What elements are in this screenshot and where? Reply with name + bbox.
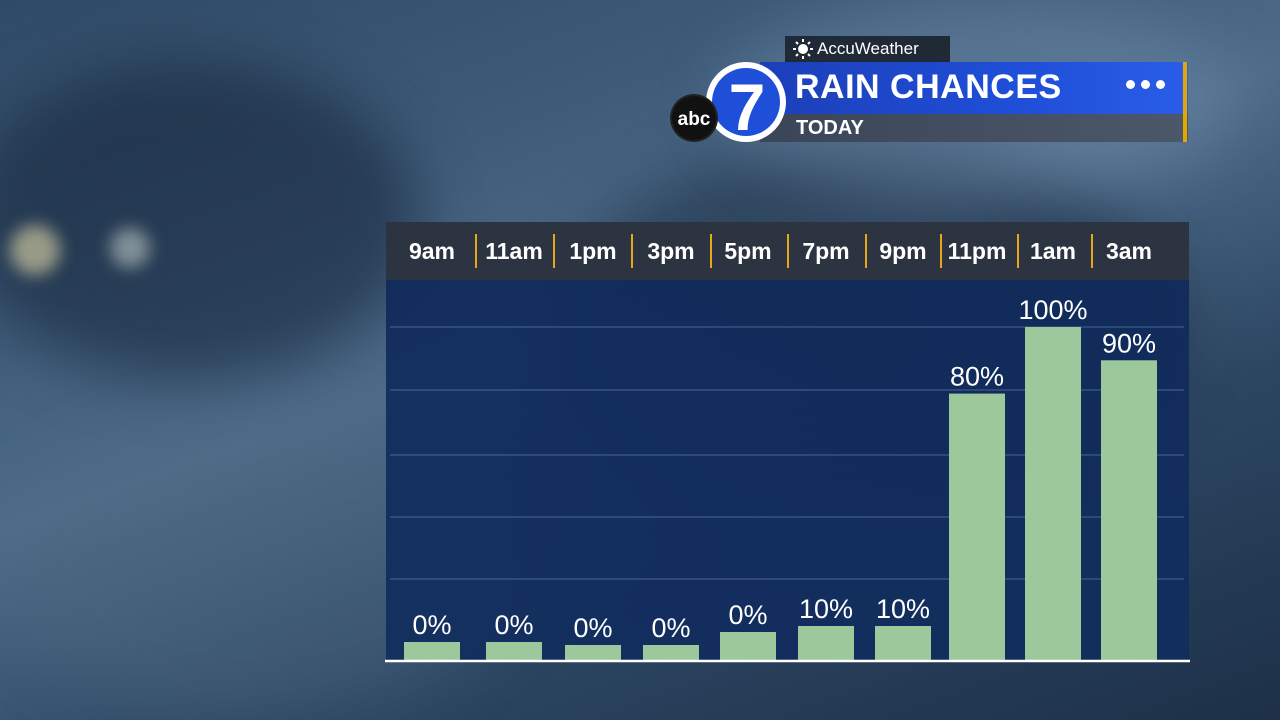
hour-label: 9am xyxy=(408,238,456,264)
background-headlight xyxy=(110,228,150,268)
hour-separator xyxy=(710,234,712,268)
hour-separator xyxy=(553,234,555,268)
hour-label: 9pm xyxy=(879,238,927,264)
hour-separator xyxy=(1091,234,1093,268)
bar-1am xyxy=(1025,327,1081,660)
data-label: 0% xyxy=(412,610,451,640)
data-label: 0% xyxy=(651,613,690,643)
logo-text: abc xyxy=(678,109,711,130)
bar-7pm xyxy=(798,626,854,660)
hour-separator xyxy=(865,234,867,268)
page-subtitle: TODAY xyxy=(796,117,864,139)
hour-label: 1am xyxy=(1029,238,1077,264)
hour-separator xyxy=(475,234,477,268)
hour-separator xyxy=(1017,234,1019,268)
hour-separator xyxy=(787,234,789,268)
data-label: 10% xyxy=(799,594,853,624)
background-shadow xyxy=(0,60,420,380)
data-label: 80% xyxy=(950,362,1004,392)
hour-label: 1pm xyxy=(569,238,617,264)
sun-icon xyxy=(793,39,813,59)
accuweather-badge: AccuWeather xyxy=(785,36,950,62)
data-label: 0% xyxy=(728,600,767,630)
page-title: RAIN CHANCES xyxy=(795,68,1062,106)
bar-1pm xyxy=(565,645,621,660)
bar-11pm xyxy=(949,393,1005,660)
bar-3am xyxy=(1101,360,1157,660)
title-bar xyxy=(760,62,1188,114)
brand-name: AccuWeather xyxy=(817,39,919,58)
hour-label: 11am xyxy=(485,238,543,264)
hour-separator xyxy=(631,234,633,268)
bar-3pm xyxy=(643,645,699,660)
hour-label: 3am xyxy=(1105,238,1153,264)
hour-label: 3pm xyxy=(647,238,695,264)
hour-label: 5pm xyxy=(724,238,772,264)
data-label: 0% xyxy=(494,610,533,640)
data-label: 10% xyxy=(876,594,930,624)
hour-label: 11pm xyxy=(947,238,1007,264)
hour-separator xyxy=(940,234,942,268)
more-dots-icon xyxy=(1126,80,1165,89)
hour-label: 7pm xyxy=(802,238,850,264)
bar-5pm xyxy=(720,632,776,660)
data-label: 0% xyxy=(573,613,612,643)
accent-edge xyxy=(1183,62,1187,142)
bar-9am xyxy=(404,642,460,660)
bar-11am xyxy=(486,642,542,660)
background-headlight xyxy=(10,225,60,275)
abc7-logo: 7 abc xyxy=(670,62,786,144)
data-label: 100% xyxy=(1018,295,1087,325)
data-label: 90% xyxy=(1102,328,1156,358)
subtitle-bar xyxy=(760,114,1188,142)
logo-number: 7 xyxy=(729,70,766,144)
bar-9pm xyxy=(875,626,931,660)
